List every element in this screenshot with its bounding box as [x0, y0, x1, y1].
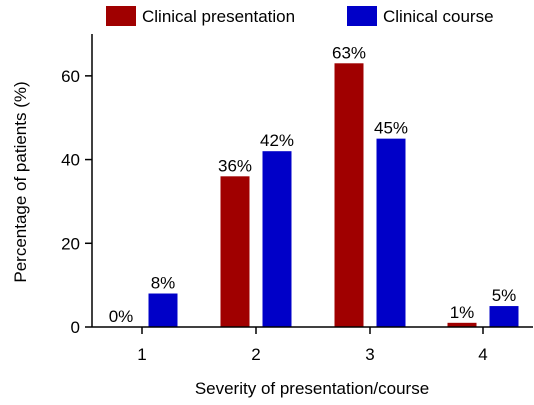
bars: [148, 63, 519, 328]
data-label-course-3: 45%: [374, 119, 408, 138]
bar-course-4: [489, 306, 519, 327]
data-label-course-2: 42%: [260, 131, 294, 150]
data-label-course-1: 8%: [151, 274, 176, 293]
x-tick-label-2: 2: [251, 345, 260, 364]
data-label-presentation-2: 36%: [218, 156, 252, 175]
legend-label-course: Clinical course: [383, 7, 494, 26]
axes: 0 20 40 60 1 2 3 4: [61, 34, 533, 364]
bar-course-2: [262, 151, 292, 327]
bar-presentation-4: [447, 322, 477, 327]
legend-label-presentation: Clinical presentation: [142, 7, 295, 26]
y-axis-title: Percentage of patients (%): [11, 81, 30, 282]
bar-course-3: [376, 138, 406, 327]
data-label-presentation-1: 0%: [109, 307, 134, 326]
y-tick-label-40: 40: [61, 151, 80, 170]
data-label-presentation-4: 1%: [450, 303, 475, 322]
y-tick-label-0: 0: [71, 318, 80, 337]
legend-swatch-course: [347, 6, 377, 26]
y-tick-label-20: 20: [61, 234, 80, 253]
x-axis-title: Severity of presentation/course: [195, 379, 429, 398]
x-tick-label-4: 4: [478, 345, 487, 364]
y-tick-label-60: 60: [61, 67, 80, 86]
bar-presentation-3: [334, 63, 364, 328]
data-label-presentation-3: 63%: [332, 43, 366, 62]
x-tick-label-1: 1: [137, 345, 146, 364]
legend-swatch-presentation: [106, 6, 136, 26]
bar-labels: 0% 36% 63% 1% 8% 42% 45% 5%: [109, 43, 517, 326]
legend: Clinical presentation Clinical course: [106, 6, 494, 26]
bar-presentation-2: [220, 176, 250, 327]
data-label-course-4: 5%: [492, 286, 517, 305]
bar-course-1: [148, 293, 178, 327]
x-tick-label-3: 3: [365, 345, 374, 364]
